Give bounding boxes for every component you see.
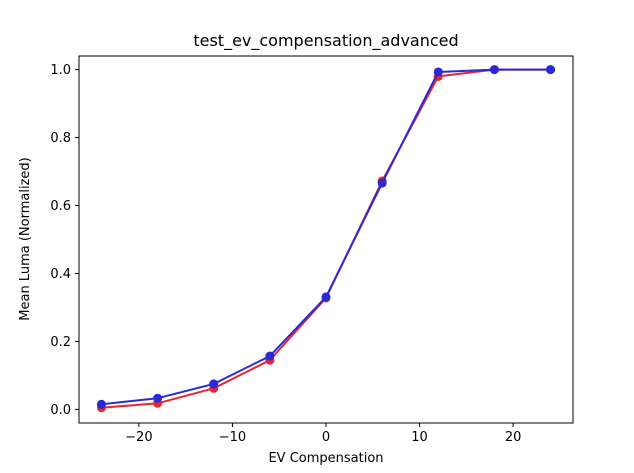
x-tick-label: 10 [411, 430, 428, 445]
data-point-marker-blue-run [265, 351, 275, 361]
data-point-marker-blue-run [96, 399, 106, 409]
y-tick-label: 0.0 [50, 403, 71, 418]
x-tick-label: −20 [125, 430, 152, 445]
plot-area: −20 −10 0 10 20 0.0 0.2 0.4 0.6 0.8 1.0 [50, 55, 574, 445]
x-tick-label: 0 [322, 430, 330, 445]
data-point-marker-blue-run [377, 178, 387, 188]
chart-title: test_ev_compensation_advanced [193, 31, 458, 51]
y-tick-label: 0.4 [50, 267, 71, 282]
axes-frame [78, 55, 574, 424]
y-tick-label: 0.2 [50, 335, 71, 350]
x-tick-label: −10 [219, 430, 246, 445]
y-tick-label: 0.8 [50, 131, 71, 146]
x-tick-label: 20 [505, 430, 522, 445]
data-point-marker-blue-run [153, 393, 163, 403]
data-point-marker-blue-run [209, 379, 219, 389]
data-point-marker-blue-run [433, 67, 443, 77]
data-point-marker-blue-run [546, 65, 556, 75]
data-point-marker-blue-run [489, 65, 499, 75]
y-tick-label: 0.6 [50, 199, 71, 214]
data-point-marker-blue-run [321, 292, 331, 302]
y-axis-label: Mean Luma (Normalized) [18, 157, 33, 320]
x-axis-label: EV Compensation [268, 451, 383, 466]
y-tick-label: 1.0 [50, 63, 71, 78]
